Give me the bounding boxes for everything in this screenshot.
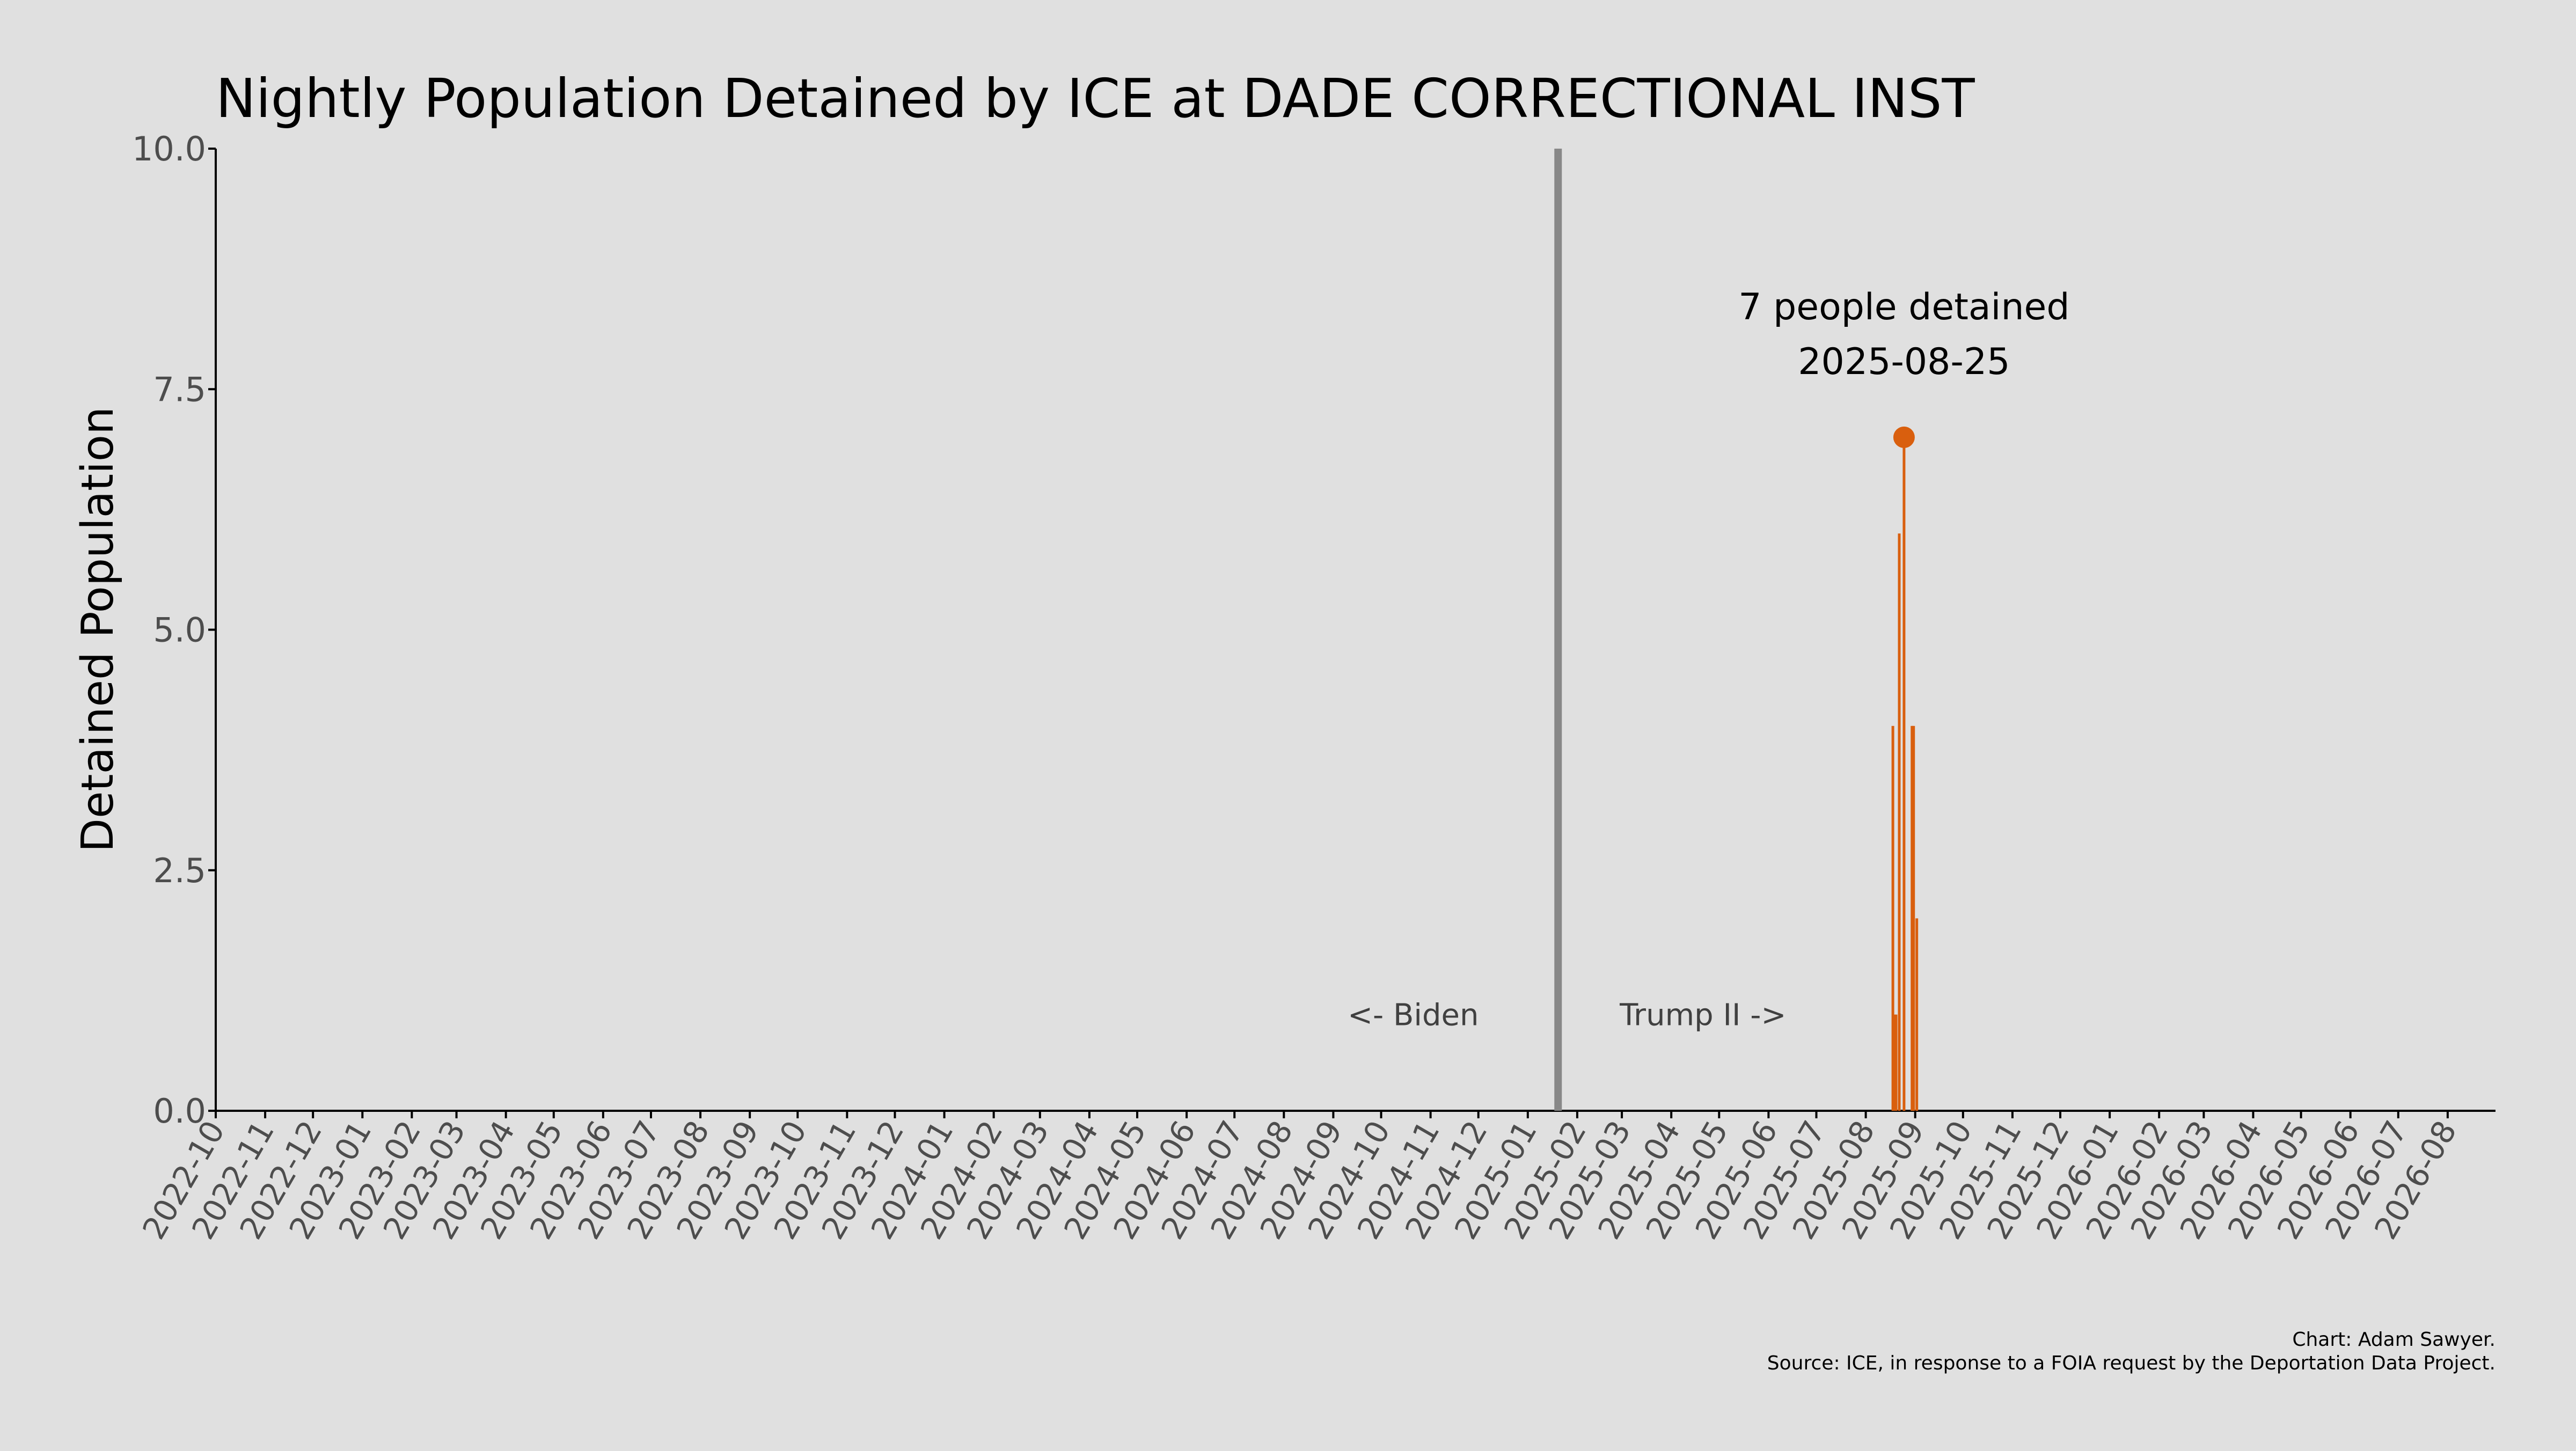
bar xyxy=(1912,726,1915,1111)
chart-credit: Chart: Adam Sawyer. xyxy=(2292,1329,2496,1351)
bar xyxy=(1891,726,1894,1111)
bar xyxy=(1911,726,1914,1111)
bar xyxy=(1902,437,1906,1111)
y-tick-label: 10.0 xyxy=(132,129,206,168)
bar xyxy=(1898,533,1901,1111)
bars xyxy=(1891,437,1919,1111)
y-tick-label: 0.0 xyxy=(153,1091,206,1131)
y-axis-label: Detained Population xyxy=(72,407,123,852)
era-label-trump: Trump II -> xyxy=(1619,998,1786,1033)
peak-label-date: 2025-08-25 xyxy=(1798,341,2010,383)
peak-label-count: 7 people detained xyxy=(1738,286,2069,328)
bar xyxy=(1893,1014,1896,1111)
y-ticks: 0.0 2.5 5.0 7.5 10.0 xyxy=(132,129,216,1131)
era-label-biden: <- Biden xyxy=(1348,998,1479,1033)
peak-marker xyxy=(1893,426,1915,448)
x-ticks: 2022-102022-112022-122023-012023-022023-… xyxy=(135,1111,2464,1245)
y-tick-label: 2.5 xyxy=(153,851,206,890)
bar xyxy=(1915,918,1919,1111)
y-tick-label: 7.5 xyxy=(153,370,206,409)
bar xyxy=(1894,1014,1898,1111)
y-tick-label: 5.0 xyxy=(153,611,206,650)
chart-title: Nightly Population Detained by ICE at DA… xyxy=(216,67,1975,130)
chart-source: Source: ICE, in response to a FOIA reque… xyxy=(1767,1352,2496,1374)
